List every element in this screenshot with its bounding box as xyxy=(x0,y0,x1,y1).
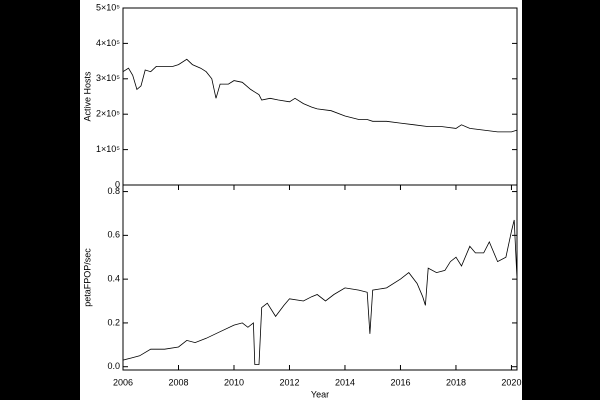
x-axis-label: Year xyxy=(311,389,329,399)
x-tick-label: 2012 xyxy=(279,377,299,387)
y-tick-label: 0.0 xyxy=(107,361,120,371)
x-tick-label: 2020 xyxy=(501,377,521,387)
x-tick-label: 2008 xyxy=(168,377,188,387)
y-tick-label: 0.4 xyxy=(107,274,120,284)
y-axis-label: Active Hosts xyxy=(82,71,92,122)
x-tick-label: 2010 xyxy=(224,377,244,387)
x-tick-label: 2018 xyxy=(446,377,466,387)
background xyxy=(80,0,522,400)
y-axis-label: petaFPOP/sec xyxy=(82,248,92,307)
y-tick-label: 0.2 xyxy=(107,317,120,327)
y-tick-label: 5×10⁵ xyxy=(96,2,120,12)
data-line xyxy=(122,219,518,365)
y-tick-label: 2×10⁵ xyxy=(96,109,120,119)
y-tick-label: 1×10⁵ xyxy=(96,144,120,154)
data-line xyxy=(122,58,518,133)
y-tick-label: 3×10⁵ xyxy=(96,73,120,83)
y-tick-label: 0.8 xyxy=(107,186,120,196)
y-tick-label: 0 xyxy=(115,179,120,189)
x-tick-label: 2006 xyxy=(113,377,133,387)
x-tick-label: 2016 xyxy=(390,377,410,387)
y-tick-label: 0.6 xyxy=(107,230,120,240)
x-tick-label: 2014 xyxy=(335,377,355,387)
y-tick-label: 4×10⁵ xyxy=(96,38,120,48)
